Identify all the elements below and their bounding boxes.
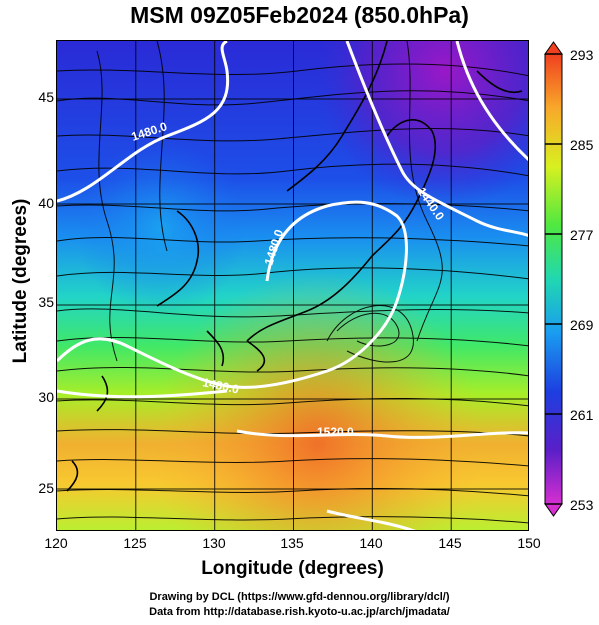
map-plot-area: 1480.0 1480.0 1440.0 1480.0 1520.0 (56, 40, 529, 531)
lon-tick: 135 (280, 535, 304, 551)
lon-tick: 145 (438, 535, 462, 551)
colorbar-tick: 277 (570, 227, 594, 243)
lon-tick: 120 (44, 535, 68, 551)
lat-tick: 25 (38, 480, 54, 496)
lon-tick: 140 (359, 535, 383, 551)
colorbar-tick: 269 (570, 317, 594, 333)
y-axis-label: Latitude (degrees) (10, 198, 31, 364)
lon-tick: 150 (517, 535, 541, 551)
colorbar-gradient (544, 41, 563, 517)
credit-data: Data from http://database.rish.kyoto-u.a… (149, 606, 450, 618)
wind-streamlines (57, 41, 528, 524)
lat-tick: 30 (38, 389, 54, 405)
contour-label: 1520.0 (317, 425, 354, 439)
colorbar (544, 40, 563, 518)
lat-tick: 35 (38, 294, 54, 310)
lat-tick: 45 (38, 89, 54, 105)
colorbar-tick: 261 (570, 407, 594, 423)
lon-tick: 130 (202, 535, 226, 551)
height-contours (57, 41, 528, 530)
colorbar-tick: 253 (570, 497, 594, 513)
credit-drawing: Drawing by DCL (https://www.gfd-dennou.o… (149, 591, 450, 603)
colorbar-tick: 293 (570, 47, 594, 63)
coastlines (66, 41, 523, 492)
lat-tick: 40 (38, 195, 54, 211)
lon-tick: 125 (123, 535, 147, 551)
colorbar-tick: 285 (570, 137, 594, 153)
x-axis-label: Longitude (degrees) (201, 558, 384, 579)
map-title: MSM 09Z05Feb2024 (850.0hPa) (130, 2, 469, 28)
map-canvas: 1480.0 1480.0 1440.0 1480.0 1520.0 (57, 41, 528, 530)
